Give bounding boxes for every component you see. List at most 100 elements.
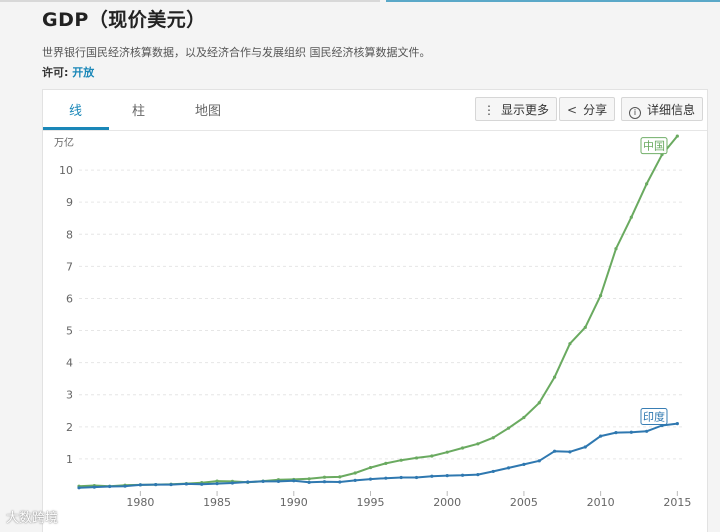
series-point[interactable] bbox=[169, 482, 173, 487]
show-more-button[interactable]: ⋮ 显示更多 bbox=[475, 97, 558, 121]
active-tab-indicator bbox=[43, 127, 109, 130]
series-point[interactable] bbox=[675, 422, 679, 426]
series-point[interactable] bbox=[522, 415, 526, 420]
series-point[interactable] bbox=[353, 478, 357, 483]
series-point[interactable] bbox=[353, 471, 357, 475]
series-point[interactable] bbox=[246, 480, 250, 484]
series-point[interactable] bbox=[384, 476, 388, 480]
chart-tabs: 线 柱 地图 ⋮ 显示更多 < 分享 i 详细信息 bbox=[43, 90, 707, 131]
series-line-1[interactable] bbox=[78, 422, 678, 489]
series-point[interactable] bbox=[154, 482, 158, 487]
y-tick-label: 2 bbox=[66, 421, 73, 434]
share-label: 分享 bbox=[583, 103, 608, 117]
series-point[interactable] bbox=[384, 461, 388, 466]
series-point[interactable] bbox=[108, 484, 112, 489]
series-point[interactable] bbox=[614, 430, 618, 435]
top-border-gray bbox=[0, 0, 380, 2]
top-border bbox=[0, 0, 720, 2]
series-point[interactable] bbox=[414, 475, 419, 480]
page-subtitle: 世界银行国民经济核算数据，以及经济合作与发展组织 国民经济核算数据文件。 bbox=[42, 46, 431, 59]
gdp-line-chart: 万亿 1 2 3 4 5 6 7 8 9 10 1980 1985 1990 1995 2000 2005 2… bbox=[54, 134, 691, 509]
series-point[interactable] bbox=[445, 450, 449, 454]
series-point[interactable] bbox=[476, 473, 480, 477]
series-point[interactable] bbox=[537, 401, 541, 405]
watermark: 大数跨境 bbox=[6, 507, 58, 526]
series-point[interactable] bbox=[399, 458, 403, 462]
series-point[interactable] bbox=[430, 474, 434, 478]
series-point[interactable] bbox=[583, 325, 587, 329]
series-point[interactable] bbox=[200, 482, 204, 486]
series-point[interactable] bbox=[399, 475, 403, 480]
series-point[interactable] bbox=[552, 449, 557, 453]
y-tick-label: 5 bbox=[66, 325, 73, 338]
series-point[interactable] bbox=[414, 456, 419, 460]
series-point[interactable] bbox=[506, 426, 511, 430]
license-label: 许可: bbox=[42, 66, 69, 79]
series-label: 中国 bbox=[643, 140, 665, 153]
series-point[interactable] bbox=[338, 480, 342, 484]
series-point[interactable] bbox=[307, 477, 311, 481]
share-button[interactable]: < 分享 bbox=[559, 97, 616, 121]
y-axis-ticks: 1 2 3 4 5 6 7 8 9 10 bbox=[59, 164, 73, 466]
series-point[interactable] bbox=[123, 484, 127, 488]
series-point[interactable] bbox=[614, 247, 618, 251]
series-point[interactable] bbox=[322, 480, 327, 484]
tab-map[interactable]: 地图 bbox=[195, 104, 222, 119]
series-point[interactable] bbox=[522, 462, 526, 466]
license-link[interactable]: 开放 bbox=[72, 66, 95, 79]
series-point[interactable] bbox=[552, 375, 557, 379]
series-point[interactable] bbox=[292, 479, 296, 483]
details-button[interactable]: i 详细信息 bbox=[621, 97, 704, 121]
series-point[interactable] bbox=[645, 429, 649, 433]
series-point[interactable] bbox=[506, 466, 511, 470]
y-tick-label: 6 bbox=[66, 292, 73, 305]
tab-line[interactable]: 线 bbox=[69, 104, 83, 119]
series-point[interactable] bbox=[568, 342, 572, 346]
series-point[interactable] bbox=[276, 479, 281, 483]
series-label: 印度 bbox=[643, 410, 665, 424]
series-point[interactable] bbox=[338, 475, 342, 479]
series-point[interactable] bbox=[215, 479, 219, 483]
series-point[interactable] bbox=[430, 454, 434, 458]
y-axis-unit-label: 万亿 bbox=[54, 136, 74, 149]
series-point[interactable] bbox=[261, 479, 265, 483]
series-point[interactable] bbox=[307, 480, 311, 484]
series-point[interactable] bbox=[77, 486, 81, 490]
series-point[interactable] bbox=[645, 182, 649, 186]
series-point[interactable] bbox=[138, 483, 142, 487]
series-point[interactable] bbox=[184, 482, 188, 486]
series-point[interactable] bbox=[460, 446, 465, 450]
series-point[interactable] bbox=[629, 215, 633, 219]
y-tick-label: 7 bbox=[66, 260, 73, 273]
series-point[interactable] bbox=[460, 473, 465, 477]
series-point[interactable] bbox=[92, 485, 96, 489]
series-point[interactable] bbox=[491, 436, 495, 440]
series-point[interactable] bbox=[537, 459, 541, 463]
series-lines bbox=[77, 134, 679, 490]
x-tick-label: 2005 bbox=[510, 496, 538, 509]
series-point[interactable] bbox=[322, 475, 327, 479]
series-point[interactable] bbox=[568, 450, 572, 454]
more-vertical-icon: ⋮ bbox=[483, 103, 495, 117]
y-tick-label: 10 bbox=[59, 164, 73, 177]
series-point[interactable] bbox=[599, 293, 603, 298]
y-tick-label: 4 bbox=[66, 357, 73, 370]
series-point[interactable] bbox=[215, 482, 219, 486]
series-point[interactable] bbox=[675, 134, 679, 138]
series-point[interactable] bbox=[491, 469, 495, 474]
details-label: 详细信息 bbox=[647, 103, 696, 117]
series-point[interactable] bbox=[599, 434, 603, 438]
series-point[interactable] bbox=[368, 465, 373, 470]
grid-lines bbox=[79, 169, 685, 460]
series-point[interactable] bbox=[368, 477, 373, 481]
series-point[interactable] bbox=[445, 473, 449, 478]
series-line-0[interactable] bbox=[78, 135, 679, 488]
series-point[interactable] bbox=[629, 430, 633, 434]
tab-bar[interactable]: 柱 bbox=[132, 104, 146, 119]
watermark-text: 大数跨境 bbox=[6, 511, 59, 526]
series-point[interactable] bbox=[476, 442, 480, 446]
series-point[interactable] bbox=[583, 445, 587, 449]
series-point[interactable] bbox=[230, 481, 235, 485]
x-tick-label: 2010 bbox=[587, 496, 615, 509]
